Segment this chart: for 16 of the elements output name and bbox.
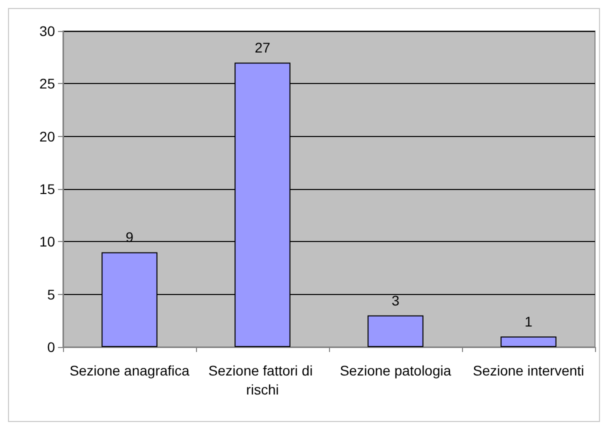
bar <box>368 315 424 347</box>
x-tick-label: Sezione fattori di rischi <box>208 362 317 398</box>
y-tick-label: 20 <box>39 128 56 144</box>
data-label: 27 <box>254 40 270 56</box>
y-tick-label: 0 <box>47 339 56 355</box>
y-tick-label: 5 <box>47 286 56 302</box>
y-tick-label: 30 <box>39 23 56 39</box>
data-label: 3 <box>392 292 400 308</box>
bar <box>500 336 556 347</box>
x-tick-label: Sezione anagrafica <box>70 362 190 378</box>
y-tick-label: 10 <box>39 234 56 250</box>
x-tick-label: Sezione patologia <box>340 362 452 378</box>
x-tick-label: Sezione interventi <box>472 362 584 378</box>
data-label: 1 <box>524 313 533 330</box>
y-tick-label: 25 <box>39 76 56 92</box>
y-tick-label: 15 <box>39 181 56 197</box>
